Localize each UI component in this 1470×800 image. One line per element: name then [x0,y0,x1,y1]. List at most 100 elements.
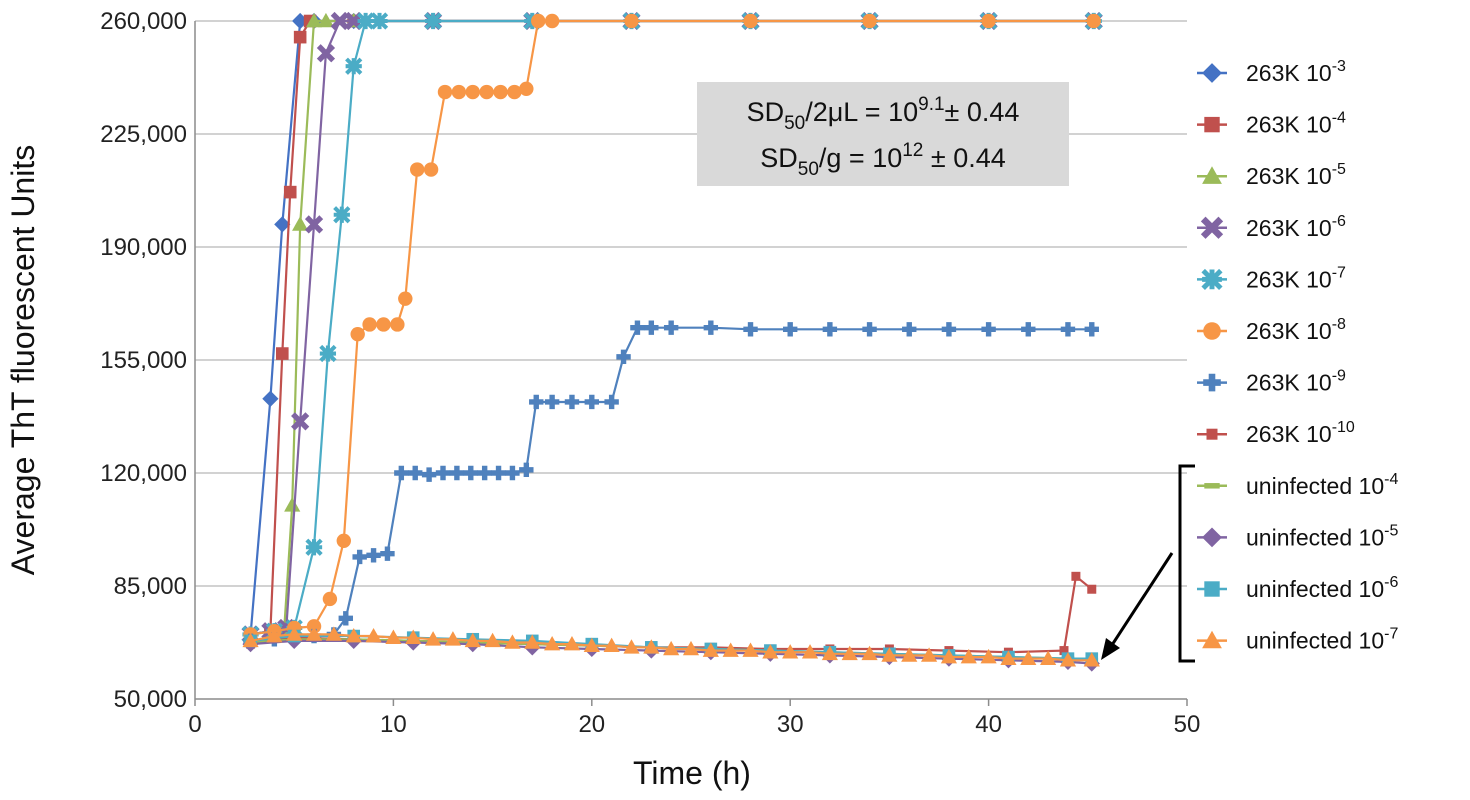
data-point [1200,216,1224,239]
data-point [493,84,508,100]
x-tick-label: 40 [975,711,1002,738]
data-point [477,465,492,481]
legend-label: 263K 10-8 [1246,316,1346,344]
annotation-2-sub: 50 [798,159,819,180]
data-point [529,394,544,410]
data-point [519,462,534,477]
data-point [940,648,958,664]
data-point [1202,63,1222,83]
legend-label: 263K 10-9 [1246,368,1346,396]
data-point [1203,322,1221,340]
legend-label: 263K 10-7 [1246,264,1346,292]
data-point [284,497,301,512]
annotation-2-c: ± 0.44 [923,143,1005,173]
data-point [644,320,659,335]
data-point [663,640,680,656]
legend-label-base: 263K 10 [1246,60,1332,86]
data-point [782,644,799,659]
data-point [841,645,858,661]
data-point [743,13,758,29]
legend-label: 263K 10-4 [1246,110,1346,138]
data-point [862,322,877,337]
y-tick-label: 85,000 [114,573,187,600]
y-tick-label: 155,000 [100,347,187,374]
data-point [338,611,353,626]
data-point [293,30,307,44]
data-point [980,648,997,664]
legend-label-base: 263K 10 [1246,215,1332,241]
annotation-1-sub: 50 [784,113,805,134]
annotation-1-a: SD [747,97,785,127]
data-point [305,538,323,556]
legend-label: 263K 10-5 [1246,161,1346,189]
data-point [317,12,335,28]
data-point [630,320,645,335]
series-6 [243,320,1099,649]
data-point [1202,630,1222,649]
data-point [362,317,377,332]
series-11 [242,626,1100,667]
data-point [505,465,520,481]
data-point [901,647,918,662]
legend-entry: 263K 10-4 [1197,110,1346,138]
data-point [345,627,362,643]
data-point [1084,322,1099,337]
data-point [822,322,838,337]
data-point [305,12,323,28]
y-tick-label: 260,000 [100,8,187,35]
data-point [604,394,619,410]
data-point [564,394,580,410]
legend-entry: 263K 10-7 [1197,264,1346,292]
data-point [583,637,600,653]
data-point [743,322,758,337]
legend-label-exponent: -3 [1332,58,1346,75]
legend-entry: 263K 10-6 [1197,213,1346,241]
data-point [703,320,719,335]
data-point [366,548,381,563]
legend-label-base: 263K 10 [1246,163,1332,189]
legend-label-base: uninfected 10 [1246,473,1384,499]
y-tick-label: 120,000 [100,460,187,487]
y-tick-label: 50,000 [114,686,187,713]
legend-label-exponent: -6 [1332,213,1346,230]
series-group [241,11,1103,672]
data-point [380,546,395,561]
legend-label: uninfected 10-4 [1246,471,1398,499]
data-point [1204,116,1220,133]
annotation-line-1: SD50/2μL = 109.1± 0.44 [747,94,1020,134]
data-point [519,81,534,97]
data-point [544,13,560,29]
data-point [1021,322,1036,337]
data-point [783,322,798,337]
legend-label-base: 263K 10 [1246,421,1332,447]
data-point [544,636,561,651]
data-point [356,12,375,30]
data-point [1060,322,1076,337]
data-point [861,645,878,661]
data-point [350,326,365,342]
arrow-shaft [1110,552,1174,646]
data-point [504,634,521,649]
data-point [862,13,877,29]
data-point [423,162,439,177]
data-point [333,206,351,224]
data-point [242,632,259,648]
legend-label-exponent: -8 [1332,316,1346,333]
data-point [531,13,546,29]
data-point [408,465,423,481]
data-point [325,626,342,641]
axes [194,21,1188,706]
data-point [376,317,391,332]
data-point [274,216,291,233]
legend-entry: uninfected 10-6 [1197,574,1398,602]
data-point [304,215,324,234]
legend-entry: 263K 10-5 [1197,161,1346,189]
data-point [463,465,478,481]
data-point [821,645,838,661]
data-point [292,216,309,231]
data-point [424,12,442,30]
data-point [266,627,283,643]
data-point [345,57,363,75]
data-point [524,634,541,649]
